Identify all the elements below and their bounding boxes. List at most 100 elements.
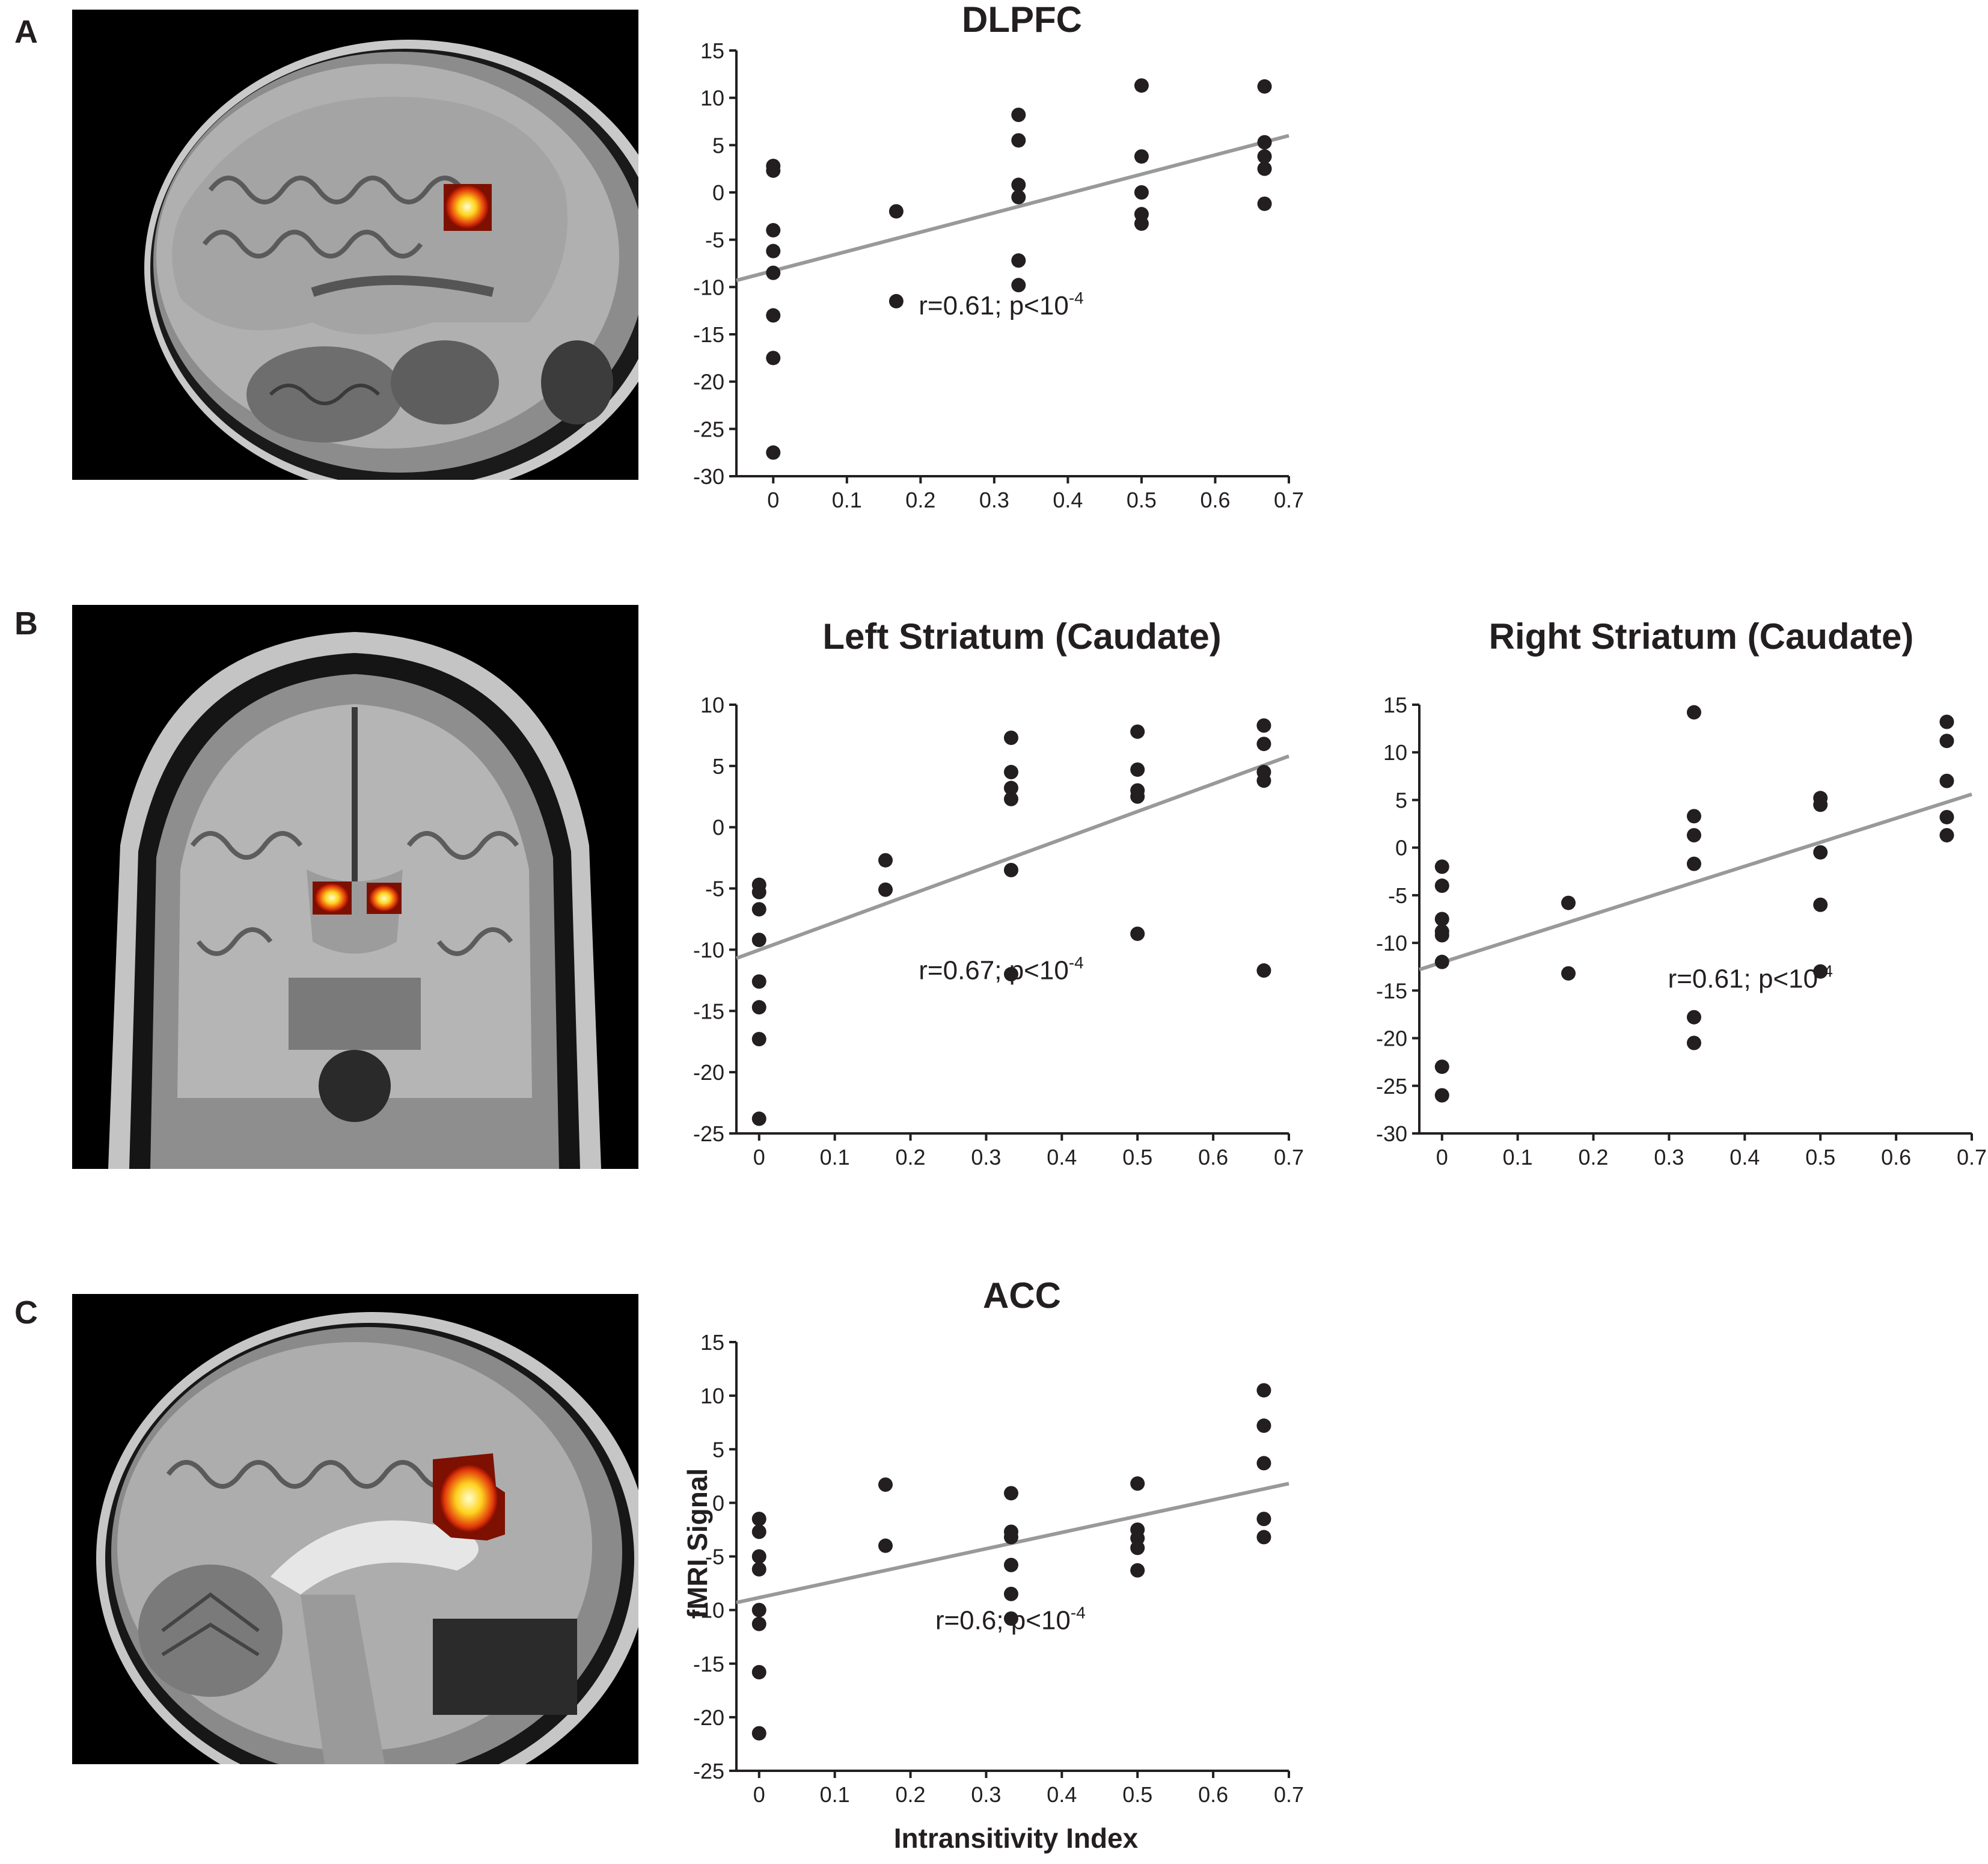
data-point [878, 882, 893, 897]
x-tick-label: 0.1 [820, 1782, 850, 1807]
y-tick-label: 5 [712, 754, 724, 779]
data-point [1003, 1486, 1018, 1501]
y-tick-label: -20 [1376, 1026, 1407, 1051]
data-point [1939, 714, 1954, 729]
data-point [1130, 926, 1145, 941]
y-tick-label: 10 [1383, 740, 1407, 765]
y-tick-label: -30 [1376, 1121, 1407, 1146]
data-point [1256, 1383, 1271, 1398]
brain-image-sagittal-acc [72, 1294, 638, 1764]
y-tick-label: -15 [693, 322, 724, 347]
correlation-annotation: r=0.61; p<10-4 [919, 289, 1083, 320]
data-point [1257, 135, 1272, 150]
data-point [1813, 791, 1828, 806]
data-point [1256, 1418, 1271, 1433]
data-point [751, 974, 766, 989]
data-point [1256, 1512, 1271, 1527]
y-tick-label: 5 [712, 133, 724, 158]
data-point [1003, 1524, 1018, 1539]
data-point [1256, 773, 1271, 788]
correlation-annotation: r=0.61; p<10-4 [1668, 962, 1833, 994]
data-point [1130, 1531, 1145, 1546]
data-point [1130, 762, 1145, 777]
data-point [1256, 765, 1271, 780]
chart-title-right-striatum: Right Striatum (Caudate) [1488, 616, 1914, 657]
y-tick-label: -25 [1376, 1074, 1407, 1099]
data-point [1257, 149, 1272, 164]
x-tick-label: 0.1 [820, 1145, 850, 1170]
data-point [751, 1032, 766, 1047]
regression-line [1419, 793, 1972, 972]
x-tick-label: 0.2 [896, 1782, 926, 1807]
data-point [1686, 1035, 1701, 1050]
data-point [1003, 780, 1018, 796]
x-tick-label: 0.4 [1047, 1782, 1077, 1807]
data-point [1939, 828, 1954, 843]
data-point [766, 445, 781, 460]
y-tick-label: -25 [693, 1121, 724, 1146]
data-point [1256, 737, 1271, 752]
data-point [878, 1477, 893, 1492]
data-point [1130, 724, 1145, 739]
data-point [1686, 705, 1701, 720]
y-tick-label: -30 [693, 464, 724, 489]
data-point [1434, 1059, 1449, 1075]
x-tick-label: 0.1 [832, 488, 862, 512]
data-point [1813, 897, 1828, 912]
x-tick-label: 0.3 [971, 1782, 1001, 1807]
x-tick-label: 0.1 [1503, 1145, 1533, 1170]
y-tick-label: -25 [693, 1759, 724, 1783]
x-tick-label: 0.7 [1274, 1145, 1304, 1170]
data-point [1134, 207, 1149, 222]
panel-label-c: C [14, 1295, 38, 1331]
data-point [1134, 216, 1149, 231]
brain-image-coronal-striatum [72, 605, 638, 1169]
y-tick-label: 15 [1383, 693, 1407, 717]
x-tick-label: 0.6 [1881, 1145, 1911, 1170]
data-point [1003, 1611, 1018, 1626]
data-point [1686, 828, 1701, 843]
data-point [1003, 731, 1018, 746]
data-point [1256, 1530, 1271, 1545]
y-tick-label: 15 [700, 38, 724, 63]
data-point [751, 1512, 766, 1527]
y-tick-label: -5 [705, 877, 724, 901]
y-tick-label: 0 [712, 1491, 724, 1515]
data-point [766, 158, 781, 173]
data-point [1003, 791, 1018, 806]
data-point [1003, 1586, 1018, 1601]
data-point [1434, 928, 1449, 943]
data-point [888, 204, 904, 219]
brain-image-sagittal-dlpfc [72, 10, 638, 480]
data-point [1561, 895, 1576, 910]
y-tick-label: -15 [693, 999, 724, 1023]
y-tick-label: 10 [700, 1384, 724, 1408]
data-point [766, 222, 781, 238]
y-tick-label: -15 [1376, 978, 1407, 1003]
x-tick-label: 0 [767, 488, 779, 512]
data-point [766, 351, 781, 366]
chart-title-acc: ACC [983, 1275, 1061, 1316]
data-point [751, 1665, 766, 1680]
panel-label-a: A [14, 14, 38, 50]
data-point [1003, 765, 1018, 780]
y-tick-label: -5 [705, 228, 724, 253]
data-point [1011, 253, 1026, 268]
x-tick-label: 0.7 [1957, 1145, 1987, 1170]
data-point [1434, 924, 1449, 939]
x-tick-label: 0.7 [1274, 1782, 1304, 1807]
data-point [751, 1616, 766, 1631]
x-tick-label: 0.6 [1200, 488, 1230, 512]
panel-label-b: B [14, 605, 38, 642]
data-point [1130, 1476, 1145, 1491]
data-point [1686, 1010, 1701, 1025]
data-point [1134, 149, 1149, 164]
data-point [1011, 107, 1026, 122]
data-point [751, 877, 766, 892]
regression-line [736, 133, 1289, 283]
data-point [1434, 859, 1449, 874]
y-tick-label: 0 [1395, 836, 1407, 860]
data-point [751, 933, 766, 948]
data-point [1257, 79, 1272, 94]
y-tick-label: -10 [693, 275, 724, 299]
